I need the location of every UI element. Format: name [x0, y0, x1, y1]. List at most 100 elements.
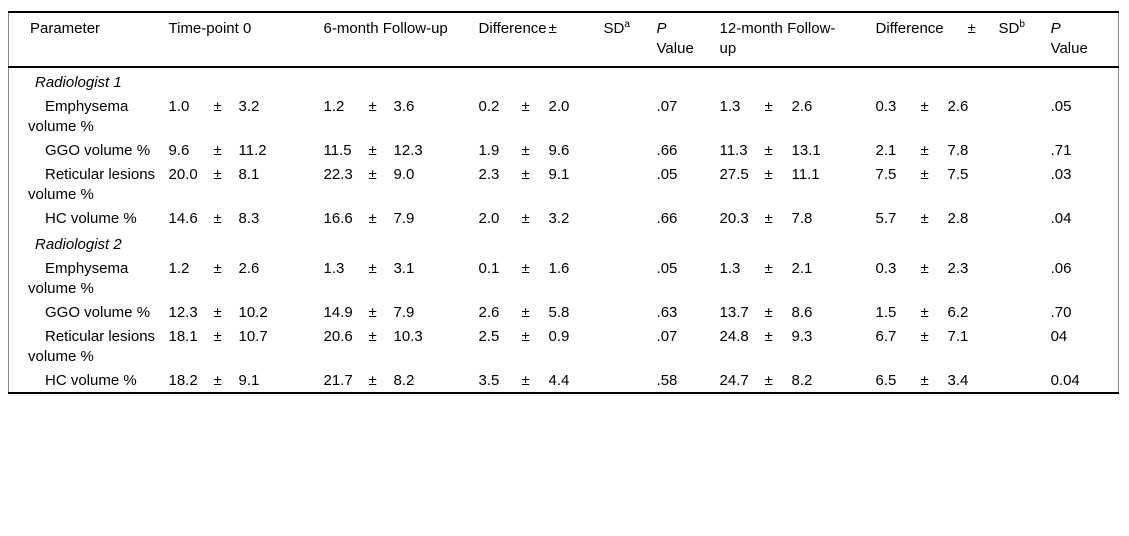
cell-mean: 11.5: [323, 142, 352, 159]
parameters-table: Parameter Time-point 0 6-month Follow-up…: [8, 11, 1120, 394]
cell-pval: .07: [656, 328, 678, 345]
cell-pm: ±: [213, 210, 222, 227]
cell-pm: ±: [920, 166, 929, 183]
cell-mean: 22.3: [323, 166, 353, 183]
cell-mean: 24.7: [719, 372, 749, 389]
cell-mean: 0.3: [875, 260, 897, 277]
table-row: Emphysema volume % 1.0 ±3.2 1.2 ±3.6 0.2 ±2.0.…: [9, 94, 1119, 138]
section-label: Radiologist 2: [35, 236, 122, 253]
cell-sd: 3.6: [393, 98, 415, 115]
cell-pm: ±: [521, 142, 530, 159]
cell-pm: ±: [764, 142, 773, 159]
cell-pm: ±: [764, 210, 773, 227]
sd-label: SDa: [603, 19, 630, 38]
cell-sd: 5.8: [548, 304, 570, 321]
cell-pm: ±: [920, 372, 929, 389]
cell-pm: ±: [213, 260, 222, 277]
parameter-cell: GGO volume %: [45, 142, 151, 159]
cell-pm: ±: [920, 98, 929, 115]
section-row: Radiologist 2: [9, 230, 1119, 256]
cell-sd: 7.1: [947, 328, 969, 345]
table-row: HC volume % 18.2 ±9.1 21.7 ±8.2 3.5 ±4.4 .58 24.…: [9, 368, 1119, 393]
parameter-cell: Reticular lesions volume %: [28, 166, 156, 203]
cell-pm: ±: [920, 210, 929, 227]
value-label: Value: [656, 40, 694, 57]
plus-minus-label: ±: [967, 20, 976, 37]
cell-sd: 3.2: [548, 210, 570, 227]
cell-pm: ±: [368, 98, 377, 115]
difference-label: Difference: [875, 20, 944, 37]
cell-sd: 2.6: [238, 260, 260, 277]
cell-sd: 2.3: [947, 260, 969, 277]
cell-sd: 7.8: [791, 210, 813, 227]
cell-pm: ±: [920, 328, 929, 345]
p-label: P: [656, 20, 667, 37]
cell-mean: 1.2: [168, 260, 190, 277]
cell-sd: 7.8: [947, 142, 969, 159]
cell-pm: ±: [213, 304, 222, 321]
cell-pval: .71: [1050, 142, 1072, 159]
cell-sd: 8.2: [791, 372, 813, 389]
cell-mean: 7.5: [875, 166, 897, 183]
cell-sd: 7.5: [947, 166, 969, 183]
cell-pm: ±: [521, 304, 530, 321]
cell-mean: 1.3: [323, 260, 345, 277]
cell-mean: 2.3: [478, 166, 500, 183]
col-header-timepoint0: Time-point 0: [168, 20, 252, 37]
cell-mean: 27.5: [719, 166, 749, 183]
cell-sd: 10.2: [238, 304, 268, 321]
cell-mean: 6.5: [875, 372, 897, 389]
cell-sd: 2.1: [791, 260, 813, 277]
table-row: Reticular lesions volume % 18.1 ±10.7 20.6 ±…: [9, 324, 1119, 368]
cell-pm: ±: [764, 98, 773, 115]
col-header-pvalue-b: P Value: [1051, 12, 1119, 67]
cell-pm: ±: [920, 142, 929, 159]
col-header-difference-sd-b: Difference ± SDb: [876, 12, 1051, 67]
cell-pm: ±: [368, 210, 377, 227]
cell-pm: ±: [213, 328, 222, 345]
cell-mean: 13.7: [719, 304, 749, 321]
cell-pval: .63: [656, 304, 678, 321]
col-header-pvalue-a: P Value: [657, 12, 720, 67]
cell-sd: 10.3: [393, 328, 423, 345]
cell-pm: ±: [764, 328, 773, 345]
cell-sd: 8.2: [393, 372, 415, 389]
cell-sd: 3.4: [947, 372, 969, 389]
cell-pm: ±: [521, 328, 530, 345]
cell-sd: 3.1: [393, 260, 415, 277]
cell-pval: .66: [656, 210, 678, 227]
cell-sd: 9.0: [393, 166, 415, 183]
cell-mean: 11.3: [719, 142, 748, 159]
cell-pm: ±: [920, 304, 929, 321]
cell-mean: 16.6: [323, 210, 353, 227]
cell-sd: 8.6: [791, 304, 813, 321]
difference-label: Difference: [478, 20, 547, 37]
cell-mean: 0.2: [478, 98, 500, 115]
cell-mean: 18.2: [168, 372, 198, 389]
cell-pm: ±: [213, 98, 222, 115]
cell-sd: 4.4: [548, 372, 570, 389]
col-header-parameter: Parameter: [30, 20, 101, 37]
cell-sd: 0.9: [548, 328, 570, 345]
cell-pm: ±: [764, 166, 773, 183]
sd-label: SDb: [998, 19, 1025, 38]
cell-sd: 9.6: [548, 142, 570, 159]
table-row: GGO volume % 12.3 ±10.2 14.9 ±7.9 2.6 ±5.8 .63 1…: [9, 300, 1119, 324]
cell-sd: 1.6: [548, 260, 570, 277]
cell-sd: 3.2: [238, 98, 260, 115]
cell-mean: 12.3: [168, 304, 198, 321]
cell-mean: 24.8: [719, 328, 749, 345]
cell-pm: ±: [368, 166, 377, 183]
cell-pval: .06: [1050, 260, 1072, 277]
parameter-cell: Reticular lesions volume %: [28, 328, 156, 365]
cell-pm: ±: [213, 372, 222, 389]
footnote-marker-b: b: [1019, 19, 1025, 30]
cell-pval: .07: [656, 98, 678, 115]
cell-pval: .03: [1050, 166, 1072, 183]
cell-pval: 04: [1050, 328, 1068, 345]
cell-pm: ±: [521, 166, 530, 183]
cell-sd: 8.3: [238, 210, 260, 227]
parameter-cell: GGO volume %: [45, 304, 151, 321]
cell-mean: 2.0: [478, 210, 500, 227]
cell-sd: 13.1: [791, 142, 821, 159]
